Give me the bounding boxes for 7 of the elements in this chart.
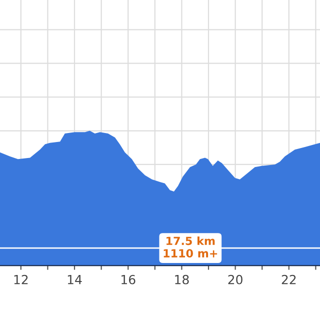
x-tick-label: 16 (122, 274, 136, 284)
x-tick-label: 12 (14, 274, 28, 284)
ref-line-label: 17.5 km 1110 m+ (164, 236, 218, 258)
x-tick-label: 22 (282, 274, 296, 284)
x-tick-label: 20 (228, 274, 242, 284)
x-tick-label: 18 (175, 274, 189, 284)
x-tick-label: 14 (68, 275, 82, 284)
